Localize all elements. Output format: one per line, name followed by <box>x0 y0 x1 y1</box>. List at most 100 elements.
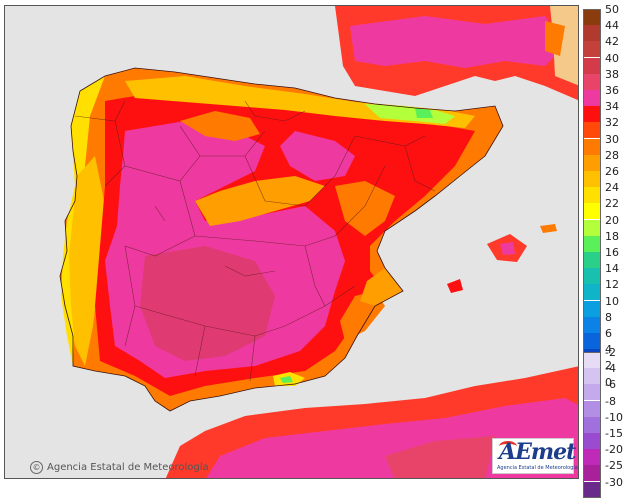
legend-label: 22 <box>605 197 619 211</box>
legend-entry: 36 <box>583 84 627 106</box>
legend-swatch <box>583 138 601 155</box>
copyright-text: Agencia Estatal de Meteorología <box>47 462 209 473</box>
legend-label: -8 <box>605 394 616 408</box>
legend-swatch <box>583 252 601 268</box>
legend-entry: -30 <box>583 476 627 498</box>
legend-swatch <box>583 284 601 301</box>
legend-swatch <box>583 300 601 317</box>
legend-frame <box>583 352 601 498</box>
legend-swatch <box>583 268 601 285</box>
legend-label: -15 <box>605 427 623 440</box>
legend-label: 34 <box>605 100 619 114</box>
legend-entry: -2 <box>583 346 627 368</box>
legend-swatch <box>583 106 601 123</box>
legend-swatch <box>583 333 601 349</box>
legend-label: 20 <box>605 213 619 227</box>
legend-swatch <box>583 171 601 187</box>
legend-swatch <box>583 219 601 236</box>
legend-swatch <box>583 368 601 385</box>
legend-entry: 8 <box>583 311 627 333</box>
legend-label: 10 <box>605 294 619 308</box>
copyright-credit: © Agencia Estatal de Meteorología <box>30 461 209 474</box>
logo-arc-icon <box>499 441 517 452</box>
logo-subtitle: Agencia Estatal de Meteorología <box>497 465 578 471</box>
legend-entry: 40 <box>583 52 627 74</box>
legend-label: 6 <box>605 327 612 340</box>
ibiza <box>447 279 463 293</box>
legend-label: -25 <box>605 459 623 473</box>
legend-entry: -25 <box>583 459 627 482</box>
legend-swatch <box>583 352 601 368</box>
legend-swatch <box>583 235 601 252</box>
legend-label: 40 <box>605 51 619 65</box>
legend-swatch <box>583 122 601 139</box>
legend-entry: -15 <box>583 427 627 449</box>
legend-entry: -4 <box>583 362 627 385</box>
legend-label: -4 <box>605 362 616 376</box>
legend-entry: -6 <box>583 378 627 401</box>
legend-swatch <box>583 25 601 42</box>
legend-entry: 38 <box>583 68 627 90</box>
legend-swatch <box>583 465 601 482</box>
legend-entry: 10 <box>583 295 627 317</box>
legend-swatch <box>583 41 601 58</box>
legend-label: 44 <box>605 19 619 33</box>
legend-label: 8 <box>605 310 612 324</box>
legend-swatch <box>583 57 601 74</box>
legend-label: 2 <box>605 359 612 373</box>
legend-entry: 12 <box>583 278 627 301</box>
legend-label: 26 <box>605 165 619 178</box>
legend-label: -20 <box>605 443 623 457</box>
legend-entry: -10 <box>583 411 627 433</box>
legend-entry: 18 <box>583 230 627 252</box>
legend-swatch <box>583 187 601 204</box>
legend-label: 38 <box>605 67 619 81</box>
legend-swatch <box>583 90 601 106</box>
legend-label: 28 <box>605 148 619 162</box>
legend-entry: 22 <box>583 197 627 220</box>
legend-label: 12 <box>605 278 619 292</box>
legend-entry: 50 <box>583 3 627 25</box>
legend-entry: -8 <box>583 395 627 417</box>
legend-entry: 14 <box>583 262 627 285</box>
logo-wordmark: AEmet <box>499 439 576 465</box>
legend-label: 0 <box>605 375 612 389</box>
aemet-logo: AEmet Agencia Estatal de Meteorología <box>492 438 578 474</box>
legend-label: 14 <box>605 262 619 276</box>
legend-label: 16 <box>605 246 619 259</box>
copyright-icon: © <box>30 461 43 474</box>
legend-entry: 20 <box>583 214 627 236</box>
legend-swatch <box>583 481 601 498</box>
legend-entry: 44 <box>583 19 627 42</box>
legend-swatch <box>583 416 601 433</box>
legend-label: 30 <box>605 132 619 146</box>
legend-label: 24 <box>605 181 619 195</box>
legend-label: 32 <box>605 116 619 130</box>
legend-swatch <box>583 449 601 466</box>
legend-entry: 34 <box>583 100 627 123</box>
legend-label: -10 <box>605 410 623 424</box>
legend-label: 50 <box>605 3 619 16</box>
legend-label: -30 <box>605 475 623 489</box>
legend-swatch <box>583 384 601 401</box>
legend-swatch <box>583 9 601 25</box>
legend-swatch <box>583 73 601 90</box>
legend-swatch <box>583 316 601 333</box>
legend-label: -6 <box>605 378 616 392</box>
legend-entry: 16 <box>583 246 627 268</box>
legend-entry: 30 <box>583 133 627 155</box>
legend-entry: 24 <box>583 181 627 204</box>
menorca <box>540 224 557 233</box>
legend-label: 36 <box>605 84 619 97</box>
legend-label: 42 <box>605 35 619 49</box>
legend-label: 18 <box>605 229 619 243</box>
legend-entry: 42 <box>583 35 627 58</box>
legend-entry: 28 <box>583 149 627 171</box>
legend-frame <box>583 9 601 398</box>
legend-swatch <box>583 154 601 171</box>
legend-entry: 26 <box>583 165 627 187</box>
legend-swatch <box>583 433 601 449</box>
legend-swatch <box>583 400 601 417</box>
legend-entry: 32 <box>583 116 627 139</box>
legend-label: 4 <box>605 343 612 357</box>
